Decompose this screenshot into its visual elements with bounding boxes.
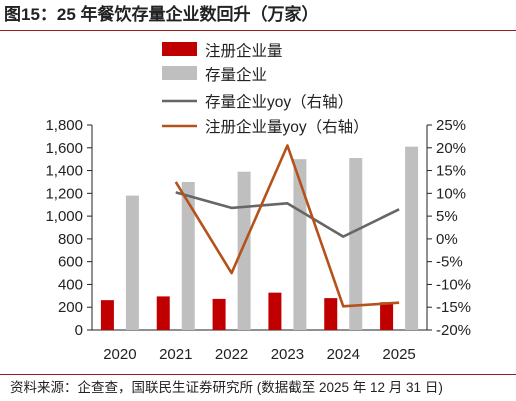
left-tick-label: 400 bbox=[58, 276, 83, 293]
x-tick-label: 2023 bbox=[271, 346, 304, 363]
legend-label: 注册企业量 bbox=[205, 42, 283, 60]
left-axis: 0 200 400 600 800 1,000 1,200 1,400 1,600 1,800 bbox=[45, 117, 93, 339]
right-tick-label: 10% bbox=[436, 185, 466, 202]
right-tick-label: -10% bbox=[436, 276, 471, 293]
x-tick-label: 2024 bbox=[327, 346, 360, 363]
right-tick-label: 15% bbox=[436, 163, 466, 180]
x-tick-label: 2020 bbox=[103, 346, 136, 363]
right-tick-label: -5% bbox=[436, 254, 463, 271]
left-tick-label: 200 bbox=[58, 299, 83, 316]
right-axis: -20% -15% -10% -5% 0% 5% 10% 15% 20% 25% bbox=[426, 117, 471, 339]
bar-new bbox=[324, 298, 338, 330]
bar-stock bbox=[405, 146, 419, 330]
right-tick-label: -20% bbox=[436, 322, 471, 339]
lines bbox=[174, 144, 400, 308]
bar-stock bbox=[349, 158, 363, 330]
bar-stock bbox=[181, 181, 195, 330]
source-note: 资料来源：企查查，国联民生证券研究所 (数据截至 2025 年 12 月 31 … bbox=[10, 380, 443, 395]
bar-stock bbox=[237, 171, 251, 330]
x-axis: 2020 2021 2022 2023 2024 2025 bbox=[92, 329, 427, 363]
left-tick-label: 1,000 bbox=[45, 208, 83, 225]
title-divider bbox=[0, 30, 516, 31]
left-tick-label: 1,400 bbox=[45, 163, 83, 180]
bar-stock bbox=[125, 195, 139, 330]
right-tick-label: 0% bbox=[436, 231, 458, 248]
bar-new bbox=[212, 298, 226, 330]
left-tick-label: 600 bbox=[58, 254, 83, 271]
legend-swatch-stock bbox=[162, 66, 197, 80]
x-tick-label: 2022 bbox=[215, 346, 248, 363]
bar-new bbox=[380, 302, 394, 330]
legend-swatch-new bbox=[162, 42, 197, 56]
bar-new bbox=[156, 296, 170, 330]
x-tick-label: 2025 bbox=[382, 346, 415, 363]
line-new-yoy bbox=[174, 144, 400, 308]
x-tick-label: 2021 bbox=[159, 346, 192, 363]
bar-new bbox=[100, 300, 114, 330]
left-tick-label: 1,800 bbox=[45, 117, 83, 134]
bar-stock bbox=[293, 159, 307, 330]
chart-title: 图15：25 年餐饮存量企业数回升（万家） bbox=[4, 5, 319, 24]
legend-label: 存量企业yoy（右轴） bbox=[205, 93, 353, 111]
bars bbox=[100, 146, 419, 330]
left-tick-label: 1,600 bbox=[45, 140, 83, 157]
source-divider bbox=[0, 374, 516, 375]
legend-label: 注册企业量yoy（右轴） bbox=[205, 118, 369, 136]
left-tick-label: 0 bbox=[75, 322, 83, 339]
bar-new bbox=[268, 292, 282, 330]
line-stock-yoy bbox=[175, 191, 400, 238]
legend-label: 存量企业 bbox=[205, 66, 267, 84]
left-tick-label: 800 bbox=[58, 231, 83, 248]
right-tick-label: 5% bbox=[436, 208, 458, 225]
left-tick-label: 1,200 bbox=[45, 185, 83, 202]
right-tick-label: 25% bbox=[436, 117, 466, 134]
right-tick-label: -15% bbox=[436, 299, 471, 316]
right-tick-label: 20% bbox=[436, 140, 466, 157]
